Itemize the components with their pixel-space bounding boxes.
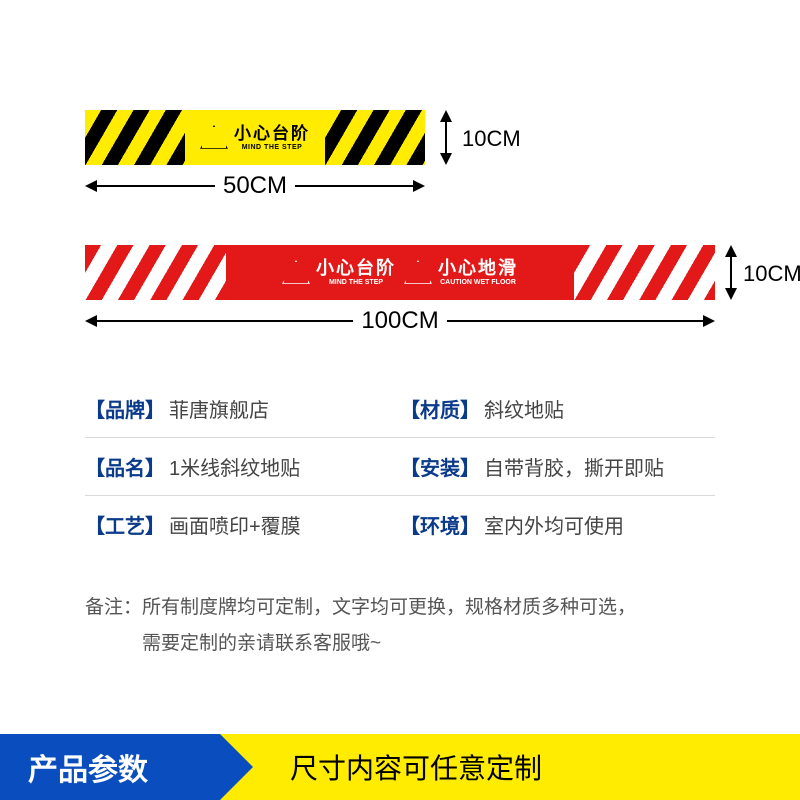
spec-row: 【品名】1米线斜纹地贴【安装】自带背胶，撕开即贴 xyxy=(85,437,715,495)
arrow-right-icon xyxy=(413,180,425,192)
warning-triangle-icon xyxy=(282,260,310,285)
dim-line xyxy=(97,320,353,322)
spec-cell: 【品名】1米线斜纹地贴 xyxy=(85,452,400,481)
warning-en: MIND THE STEP xyxy=(329,279,383,286)
spec-table: 【品牌】菲唐旗舰店【材质】斜纹地贴【品名】1米线斜纹地贴【安装】自带背胶，撕开即… xyxy=(85,380,715,553)
dim-label: 10CM xyxy=(462,126,521,152)
hazard-stripes-right xyxy=(325,110,425,165)
spec-row: 【品牌】菲唐旗舰店【材质】斜纹地贴 xyxy=(85,380,715,437)
spec-key: 【品牌】 xyxy=(85,394,165,423)
red-height-dimension: 10CM xyxy=(725,245,737,300)
yellow-width-dimension: 50CM xyxy=(85,172,425,200)
hazard-stripes-left xyxy=(85,110,185,165)
warning-cn: 小心地滑 xyxy=(438,259,518,277)
footer-title: 产品参数 xyxy=(0,734,220,800)
red-warning-2: 小心地滑 CAUTION WET FLOOR xyxy=(404,259,518,286)
yellow-warning-text: 小心台阶 MIND THE STEP xyxy=(234,125,310,151)
footer-banner: 产品参数 尺寸内容可任意定制 xyxy=(0,734,800,800)
warning-en: CAUTION WET FLOOR xyxy=(440,279,516,286)
yellow-warning-tape: 小心台阶 MIND THE STEP xyxy=(85,110,425,165)
note-text: 备注：所有制度牌均可定制，文字均可更换，规格材质多种可选， 备注：需要定制的亲请… xyxy=(85,590,715,662)
spec-value: 自带背胶，撕开即贴 xyxy=(484,452,664,481)
red-warning-1: 小心台阶 MIND THE STEP xyxy=(282,259,396,286)
spec-value: 斜纹地贴 xyxy=(484,394,564,423)
arrow-down-icon xyxy=(440,153,452,165)
note-line2: 需要定制的亲请联系客服哦~ xyxy=(142,633,381,654)
dim-label: 10CM xyxy=(743,261,800,287)
hazard-stripes-left xyxy=(85,245,226,300)
footer-subtitle: 尺寸内容可任意定制 xyxy=(220,734,800,800)
dim-label: 50CM xyxy=(215,172,295,200)
spec-key: 【工艺】 xyxy=(85,510,165,539)
spec-value: 画面喷印+覆膜 xyxy=(169,510,301,539)
dim-line xyxy=(445,122,447,153)
spec-key: 【品名】 xyxy=(85,452,165,481)
spec-key: 【安装】 xyxy=(400,452,480,481)
warning-en: MIND THE STEP xyxy=(242,144,303,151)
dim-line xyxy=(295,185,413,187)
arrow-right-icon xyxy=(703,315,715,327)
red-tape-label: 小心台阶 MIND THE STEP 小心地滑 CAUTION WET FLOO… xyxy=(226,245,574,300)
spec-value: 室内外均可使用 xyxy=(484,510,624,539)
dim-label: 100CM xyxy=(353,307,446,335)
dim-line xyxy=(97,185,215,187)
arrow-down-icon xyxy=(725,288,737,300)
spec-key: 【环境】 xyxy=(400,510,480,539)
product-spec-infographic: 小心台阶 MIND THE STEP 50CM 10CM 小心台阶 MIND T… xyxy=(0,0,800,800)
warning-triangle-icon xyxy=(404,260,432,285)
arrow-up-icon xyxy=(725,245,737,257)
dim-line xyxy=(447,320,703,322)
spec-row: 【工艺】画面喷印+覆膜【环境】室内外均可使用 xyxy=(85,495,715,553)
arrow-left-icon xyxy=(85,180,97,192)
yellow-tape-label: 小心台阶 MIND THE STEP xyxy=(185,110,325,165)
note-prefix: 备注： xyxy=(85,597,142,618)
red-warning-tape: 小心台阶 MIND THE STEP 小心地滑 CAUTION WET FLOO… xyxy=(85,245,715,300)
spec-cell: 【品牌】菲唐旗舰店 xyxy=(85,394,400,423)
yellow-height-dimension: 10CM xyxy=(440,110,452,165)
spec-cell: 【安装】自带背胶，撕开即贴 xyxy=(400,452,715,481)
spec-key: 【材质】 xyxy=(400,394,480,423)
dim-line xyxy=(730,257,732,288)
spec-value: 菲唐旗舰店 xyxy=(169,394,269,423)
spec-value: 1米线斜纹地贴 xyxy=(169,452,300,481)
hazard-stripes-right xyxy=(574,245,715,300)
spec-cell: 【环境】室内外均可使用 xyxy=(400,510,715,539)
spec-cell: 【材质】斜纹地贴 xyxy=(400,394,715,423)
spec-cell: 【工艺】画面喷印+覆膜 xyxy=(85,510,400,539)
warning-cn: 小心台阶 xyxy=(234,125,310,142)
warning-cn: 小心台阶 xyxy=(316,259,396,277)
warning-triangle-icon xyxy=(200,125,228,150)
arrow-left-icon xyxy=(85,315,97,327)
arrow-up-icon xyxy=(440,110,452,122)
note-line1: 所有制度牌均可定制，文字均可更换，规格材质多种可选， xyxy=(142,597,636,618)
red-width-dimension: 100CM xyxy=(85,307,715,335)
